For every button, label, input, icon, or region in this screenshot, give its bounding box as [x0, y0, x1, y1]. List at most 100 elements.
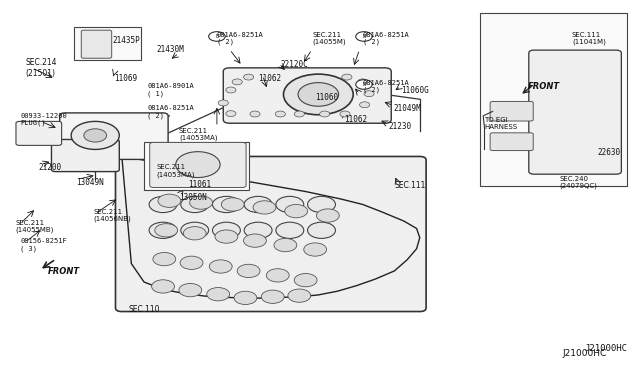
Text: 00933-12200
PLUG(): 00933-12200 PLUG()	[20, 113, 67, 126]
Text: SEC.110: SEC.110	[128, 305, 159, 314]
FancyBboxPatch shape	[490, 102, 533, 121]
Circle shape	[183, 227, 206, 240]
Polygon shape	[122, 157, 420, 298]
FancyBboxPatch shape	[51, 140, 119, 171]
Circle shape	[342, 74, 352, 80]
Text: SEC.214
(21501): SEC.214 (21501)	[26, 58, 57, 77]
Circle shape	[176, 152, 220, 177]
Circle shape	[244, 222, 272, 238]
FancyBboxPatch shape	[223, 68, 391, 123]
Text: 081A6-8901A
( 1): 081A6-8901A ( 1)	[147, 83, 194, 97]
Text: 081A6-8251A
( 2): 081A6-8251A ( 2)	[363, 80, 410, 93]
Circle shape	[253, 201, 276, 214]
Circle shape	[276, 196, 304, 212]
Circle shape	[356, 80, 372, 89]
FancyBboxPatch shape	[60, 113, 168, 160]
Circle shape	[340, 111, 350, 117]
Text: 22120C: 22120C	[280, 60, 308, 69]
Text: SEC.240
(24079QC): SEC.240 (24079QC)	[559, 176, 597, 189]
Circle shape	[237, 264, 260, 278]
Text: 11069: 11069	[114, 74, 138, 83]
Text: 081A6-8251A
( 2): 081A6-8251A ( 2)	[217, 32, 264, 45]
Circle shape	[179, 283, 202, 297]
Circle shape	[285, 205, 308, 218]
Text: 11060: 11060	[315, 93, 339, 102]
Text: 21200: 21200	[38, 163, 61, 172]
Circle shape	[215, 230, 238, 243]
Circle shape	[212, 196, 241, 212]
Circle shape	[364, 91, 374, 97]
Circle shape	[250, 111, 260, 117]
Circle shape	[149, 196, 177, 212]
Circle shape	[153, 253, 176, 266]
Circle shape	[209, 32, 225, 41]
Text: 081A6-8251A
( 2): 081A6-8251A ( 2)	[363, 32, 410, 45]
FancyBboxPatch shape	[115, 157, 426, 311]
Text: 08156-8251F
( 3): 08156-8251F ( 3)	[20, 238, 67, 252]
Text: 11060G: 11060G	[401, 86, 429, 94]
Text: J21000HC: J21000HC	[584, 344, 628, 353]
Text: 21230: 21230	[388, 122, 411, 131]
FancyBboxPatch shape	[529, 50, 621, 174]
Circle shape	[155, 224, 178, 237]
FancyBboxPatch shape	[74, 27, 141, 61]
FancyBboxPatch shape	[16, 121, 61, 145]
Circle shape	[319, 111, 330, 117]
Circle shape	[218, 100, 228, 106]
Circle shape	[180, 256, 203, 269]
Circle shape	[84, 129, 107, 142]
Text: 081A6-8251A
( 2): 081A6-8251A ( 2)	[147, 105, 194, 119]
Circle shape	[226, 87, 236, 93]
Text: TO EGI
HARNESS: TO EGI HARNESS	[484, 117, 518, 130]
FancyBboxPatch shape	[480, 13, 627, 186]
Text: 11062: 11062	[344, 115, 367, 124]
Circle shape	[232, 79, 243, 85]
Circle shape	[234, 291, 257, 305]
Circle shape	[158, 194, 180, 208]
Text: 11062: 11062	[258, 74, 281, 83]
Text: B: B	[215, 34, 219, 39]
Circle shape	[275, 111, 285, 117]
Text: SEC.211
(14055MB): SEC.211 (14055MB)	[15, 220, 54, 233]
Text: SEC.211
(14056NB): SEC.211 (14056NB)	[93, 209, 131, 222]
Text: 11061: 11061	[188, 180, 211, 189]
Text: J21000HC: J21000HC	[563, 350, 607, 359]
Text: B: B	[362, 82, 366, 87]
Circle shape	[212, 222, 241, 238]
Circle shape	[189, 196, 212, 209]
Circle shape	[288, 289, 311, 302]
Text: SEC.211
(14053MA): SEC.211 (14053MA)	[179, 128, 218, 141]
Circle shape	[152, 280, 175, 293]
Circle shape	[149, 222, 177, 238]
FancyBboxPatch shape	[144, 142, 248, 190]
Circle shape	[276, 222, 304, 238]
Circle shape	[356, 32, 372, 41]
Text: 13049N: 13049N	[76, 178, 104, 187]
Text: FRONT: FRONT	[47, 267, 80, 276]
Circle shape	[294, 273, 317, 287]
Circle shape	[360, 102, 370, 108]
Text: 22630: 22630	[597, 148, 620, 157]
Circle shape	[284, 74, 353, 115]
Circle shape	[261, 290, 284, 304]
Circle shape	[244, 74, 253, 80]
Text: SEC.111
(11041M): SEC.111 (11041M)	[572, 32, 606, 45]
Circle shape	[316, 209, 339, 222]
FancyBboxPatch shape	[81, 30, 112, 58]
Circle shape	[274, 238, 297, 252]
Circle shape	[207, 288, 230, 301]
Circle shape	[244, 234, 266, 247]
Circle shape	[294, 111, 305, 117]
Circle shape	[244, 196, 272, 212]
Circle shape	[180, 196, 209, 212]
Circle shape	[308, 222, 335, 238]
FancyBboxPatch shape	[150, 142, 246, 187]
Circle shape	[308, 196, 335, 212]
Circle shape	[221, 198, 244, 211]
Text: FRONT: FRONT	[527, 82, 559, 91]
Text: 21435P: 21435P	[113, 36, 140, 45]
Text: SEC.211
(14053MA): SEC.211 (14053MA)	[157, 164, 195, 178]
Circle shape	[358, 79, 368, 85]
Text: SEC.111: SEC.111	[394, 182, 426, 190]
Circle shape	[304, 243, 326, 256]
